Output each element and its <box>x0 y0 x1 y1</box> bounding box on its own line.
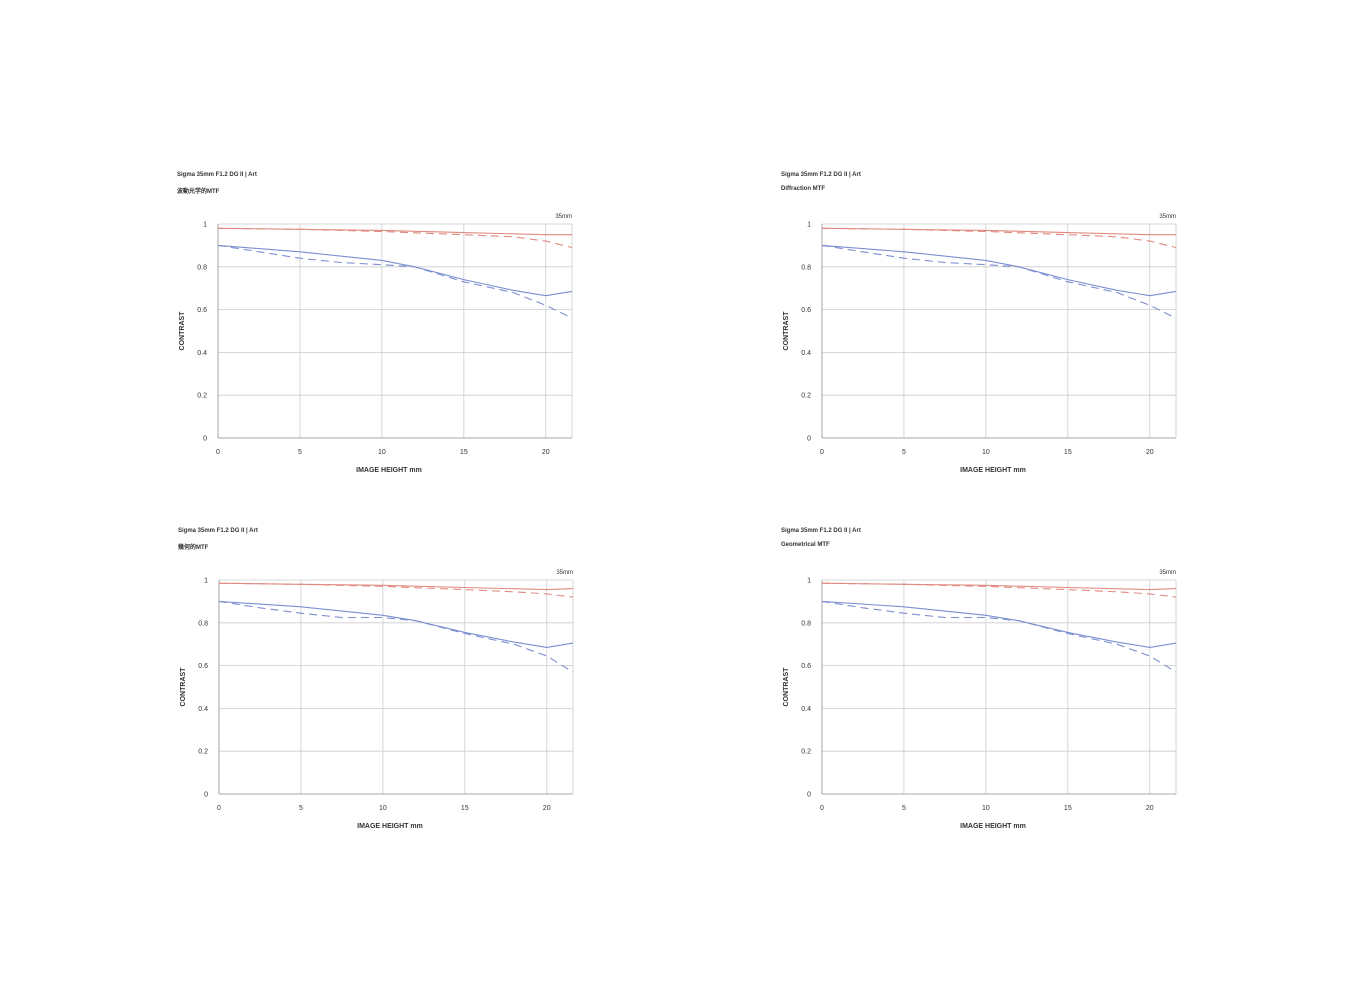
series-line-red-dashed <box>821 227 1177 249</box>
x-tick-label: 5 <box>299 805 303 812</box>
y-tick-label: 0.2 <box>801 749 811 756</box>
x-tick-label: 20 <box>542 449 550 456</box>
chart-subtitle: Geometrical MTF <box>781 542 830 548</box>
series-line-blue-dashed <box>217 244 573 319</box>
x-tick-label: 20 <box>1146 805 1154 812</box>
y-axis-label: CONTRAST <box>180 667 187 707</box>
chart-title: Sigma 35mm F1.2 DG II | Art <box>177 172 257 178</box>
y-tick-label: 0 <box>204 792 208 799</box>
mtf-chart-geometrical: Sigma 35mm F1.2 DG II | Art Geometrical … <box>781 528 1341 848</box>
x-tick-label: 5 <box>902 805 906 812</box>
series-line-blue-dashed <box>821 600 1177 673</box>
y-tick-label: 0 <box>203 436 207 443</box>
x-tick-label: 15 <box>1064 449 1072 456</box>
series-line-blue-dashed <box>218 600 574 673</box>
series-line-red-dashed <box>821 582 1177 598</box>
y-tick-label: 0.6 <box>801 663 811 670</box>
y-axis-label: CONTRAST <box>783 667 790 707</box>
x-tick-label: 10 <box>378 449 386 456</box>
chart-subtitle: 波動光学的MTF <box>177 189 220 195</box>
y-tick-label: 0.4 <box>801 706 811 713</box>
focal-length-label: 35mm <box>1159 570 1176 576</box>
y-tick-label: 1 <box>807 578 811 585</box>
focal-length-label: 35mm <box>1159 214 1176 220</box>
y-tick-label: 0 <box>807 436 811 443</box>
y-tick-label: 0.4 <box>198 706 208 713</box>
y-tick-label: 0.6 <box>801 307 811 314</box>
chart-title: Sigma 35mm F1.2 DG II | Art <box>781 172 861 178</box>
y-tick-label: 0.8 <box>197 264 207 271</box>
series-line-blue-solid <box>217 244 573 297</box>
focal-length-label: 35mm <box>556 570 573 576</box>
x-axis-label: IMAGE HEIGHT mm <box>357 823 423 830</box>
mtf-chart-wave-optics: Sigma 35mm F1.2 DG II | Art 波動光学的MTF 0 0.… <box>177 172 737 492</box>
x-tick-label: 15 <box>461 805 469 812</box>
x-tick-label: 15 <box>1064 805 1072 812</box>
series-line-red-dashed <box>217 227 573 249</box>
y-axis-label: CONTRAST <box>179 311 186 351</box>
x-axis-label: IMAGE HEIGHT mm <box>960 467 1026 474</box>
x-tick-label: 0 <box>820 449 824 456</box>
y-tick-label: 0 <box>807 792 811 799</box>
y-tick-label: 0.2 <box>198 749 208 756</box>
chart-subtitle: 幾何的MTF <box>178 545 209 551</box>
y-tick-label: 0.6 <box>197 307 207 314</box>
y-tick-label: 1 <box>204 578 208 585</box>
x-tick-label: 10 <box>982 805 990 812</box>
x-tick-label: 10 <box>982 449 990 456</box>
chart-title: Sigma 35mm F1.2 DG II | Art <box>781 528 861 534</box>
series-line-red-dashed <box>218 582 574 598</box>
x-tick-label: 0 <box>216 449 220 456</box>
x-axis-label: IMAGE HEIGHT mm <box>356 467 422 474</box>
x-tick-label: 5 <box>298 449 302 456</box>
y-tick-label: 0.4 <box>197 350 207 357</box>
x-axis-label: IMAGE HEIGHT mm <box>960 823 1026 830</box>
y-tick-label: 0.2 <box>197 393 207 400</box>
y-tick-label: 0.6 <box>198 663 208 670</box>
series-line-blue-dashed <box>821 244 1177 319</box>
x-tick-label: 5 <box>902 449 906 456</box>
x-tick-label: 0 <box>820 805 824 812</box>
series-line-blue-solid <box>821 244 1177 297</box>
mtf-chart-diffraction: Sigma 35mm F1.2 DG II | Art Diffraction … <box>781 172 1341 492</box>
x-tick-label: 20 <box>1146 449 1154 456</box>
series-line-blue-solid <box>218 600 574 648</box>
x-tick-label: 20 <box>543 805 551 812</box>
y-tick-label: 1 <box>807 222 811 229</box>
y-tick-label: 0.8 <box>801 620 811 627</box>
chart-title: Sigma 35mm F1.2 DG II | Art <box>178 528 258 534</box>
series-line-blue-solid <box>821 600 1177 648</box>
y-tick-label: 0.4 <box>801 350 811 357</box>
y-axis-label: CONTRAST <box>783 311 790 351</box>
y-tick-label: 0.8 <box>198 620 208 627</box>
x-tick-label: 0 <box>217 805 221 812</box>
y-tick-label: 1 <box>203 222 207 229</box>
focal-length-label: 35mm <box>555 214 572 220</box>
y-tick-label: 0.2 <box>801 393 811 400</box>
chart-subtitle: Diffraction MTF <box>781 186 825 192</box>
y-tick-label: 0.8 <box>801 264 811 271</box>
mtf-chart-geometric-ja: Sigma 35mm F1.2 DG II | Art 幾何的MTF 0 0.2 0… <box>178 528 738 848</box>
x-tick-label: 15 <box>460 449 468 456</box>
x-tick-label: 10 <box>379 805 387 812</box>
